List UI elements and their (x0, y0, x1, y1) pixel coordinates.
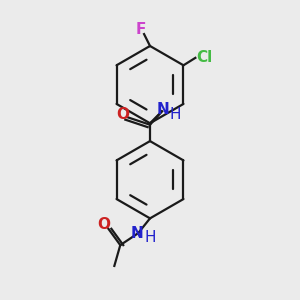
Text: H: H (169, 107, 181, 122)
Text: Cl: Cl (196, 50, 212, 65)
Text: O: O (98, 217, 110, 232)
Text: F: F (136, 22, 146, 37)
Text: O: O (117, 107, 130, 122)
Text: N: N (130, 226, 143, 241)
Text: H: H (144, 230, 156, 245)
Text: N: N (157, 102, 170, 117)
